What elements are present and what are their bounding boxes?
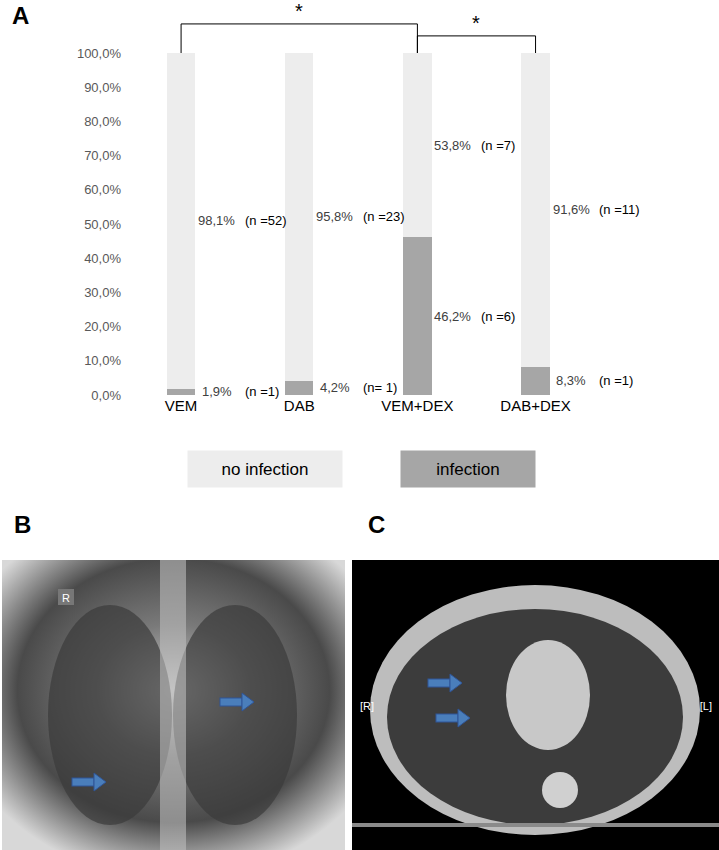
svg-text:40,0%: 40,0% xyxy=(84,251,121,266)
svg-text:1,9%: 1,9% xyxy=(202,384,232,399)
svg-text:B: B xyxy=(14,511,31,538)
svg-text:53,8%: 53,8% xyxy=(434,138,471,153)
svg-text:(n =1): (n =1) xyxy=(599,373,633,388)
svg-text:80,0%: 80,0% xyxy=(84,114,121,129)
svg-text:DAB+DEX: DAB+DEX xyxy=(500,397,570,414)
svg-text:91,6%: 91,6% xyxy=(553,202,590,217)
svg-text:95,8%: 95,8% xyxy=(316,209,353,224)
svg-text:20,0%: 20,0% xyxy=(84,319,121,334)
svg-text:(n =7): (n =7) xyxy=(481,138,515,153)
svg-text:DAB: DAB xyxy=(284,397,315,414)
svg-text:(n =23): (n =23) xyxy=(363,209,405,224)
svg-text:(n =1): (n =1) xyxy=(245,384,279,399)
svg-text:70,0%: 70,0% xyxy=(84,148,121,163)
svg-text:infection: infection xyxy=(436,460,499,479)
svg-text:C: C xyxy=(368,511,385,538)
svg-text:60,0%: 60,0% xyxy=(84,182,121,197)
svg-text:10,0%: 10,0% xyxy=(84,353,121,368)
svg-text:(n =11): (n =11) xyxy=(599,202,640,217)
svg-text:46,2%: 46,2% xyxy=(434,309,471,324)
svg-text:*: * xyxy=(472,12,480,34)
svg-text:no infection: no infection xyxy=(222,460,309,479)
svg-text:50,0%: 50,0% xyxy=(84,217,121,232)
svg-text:*: * xyxy=(295,0,303,22)
svg-text:30,0%: 30,0% xyxy=(84,285,121,300)
svg-text:100,0%: 100,0% xyxy=(77,46,122,61)
svg-text:98,1%: 98,1% xyxy=(198,213,235,228)
svg-text:A: A xyxy=(12,2,29,29)
svg-text:0,0%: 0,0% xyxy=(91,388,121,403)
svg-text:(n =6): (n =6) xyxy=(481,309,515,324)
svg-text:VEM: VEM xyxy=(165,397,198,414)
svg-text:[L]: [L] xyxy=(700,700,712,712)
svg-text:R: R xyxy=(62,592,70,604)
svg-text:VEM+DEX: VEM+DEX xyxy=(381,397,453,414)
svg-text:(n= 1): (n= 1) xyxy=(363,380,397,395)
svg-text:(n =52): (n =52) xyxy=(245,213,287,228)
svg-text:[R]: [R] xyxy=(360,700,374,712)
svg-text:8,3%: 8,3% xyxy=(556,373,586,388)
svg-text:90,0%: 90,0% xyxy=(84,80,121,95)
svg-text:4,2%: 4,2% xyxy=(320,380,350,395)
